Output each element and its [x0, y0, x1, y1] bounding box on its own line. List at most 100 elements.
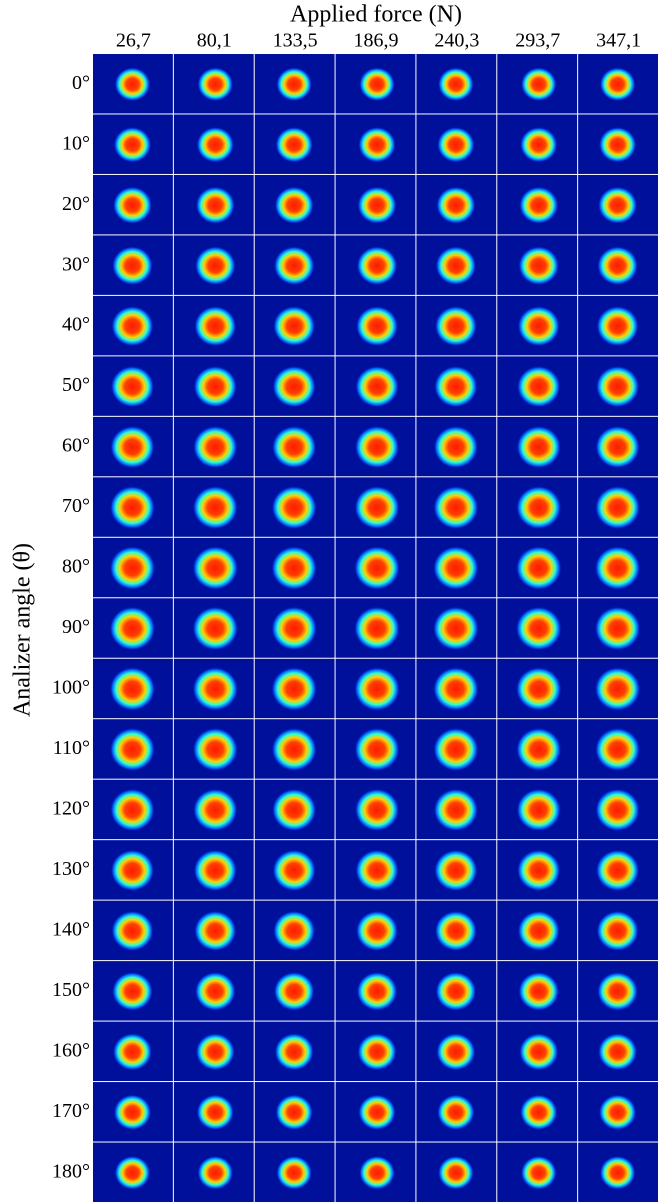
image-cell [336, 477, 416, 536]
image-cell [93, 175, 173, 234]
intensity-spot [596, 306, 638, 346]
intensity-spot [196, 186, 235, 223]
intensity-spot [595, 789, 640, 832]
intensity-spot [433, 486, 478, 529]
intensity-spot [437, 1094, 475, 1130]
intensity-spot [272, 850, 316, 892]
image-cell [174, 114, 254, 173]
intensity-spot [355, 789, 400, 832]
intensity-spot [357, 186, 396, 223]
intensity-spot [520, 1094, 558, 1130]
intensity-spot [434, 789, 479, 832]
image-cell [497, 477, 577, 536]
intensity-spot [194, 306, 236, 346]
image-cell [497, 296, 577, 355]
intensity-spot [354, 607, 400, 651]
row-label: 150° [52, 979, 90, 1001]
image-cell [255, 356, 335, 415]
image-cell [255, 840, 335, 899]
image-cell [174, 961, 254, 1020]
intensity-spot [274, 186, 313, 223]
image-cell [336, 840, 416, 899]
image-cell [578, 598, 658, 657]
intensity-spot [355, 366, 399, 408]
image-cell [174, 659, 254, 718]
row-label: 100° [52, 677, 90, 699]
image-cell [497, 961, 577, 1020]
image-cell [93, 356, 173, 415]
intensity-spot [357, 972, 398, 1011]
image-cell [578, 1082, 658, 1141]
intensity-spot [433, 728, 478, 771]
intensity-spot [114, 1156, 150, 1190]
intensity-spot [516, 667, 562, 711]
image-cell [93, 114, 173, 173]
image-cell [497, 538, 577, 597]
image-cell [255, 54, 335, 113]
column-label: 293,7 [515, 30, 560, 52]
image-cell [336, 1082, 416, 1141]
image-cell [174, 235, 254, 294]
image-cell [497, 780, 577, 839]
intensity-spot [359, 67, 395, 101]
intensity-spot [354, 728, 399, 771]
intensity-spot [433, 546, 479, 590]
image-cell [93, 901, 173, 960]
intensity-spot [355, 426, 400, 469]
intensity-spot [111, 850, 155, 892]
intensity-spot [271, 728, 316, 771]
intensity-spot [433, 667, 479, 711]
image-cell [497, 1143, 577, 1202]
intensity-spot [356, 306, 398, 346]
intensity-spot [521, 1156, 557, 1190]
intensity-spot [275, 127, 313, 163]
intensity-spot [276, 67, 312, 101]
intensity-spot [434, 426, 479, 469]
row-label: 70° [62, 495, 90, 517]
intensity-spot [196, 1033, 235, 1070]
image-cell [416, 1143, 496, 1202]
y-axis-label: Analizer angle (θ) [10, 543, 36, 717]
image-cell [255, 296, 335, 355]
image-cell [416, 961, 496, 1020]
image-grid [93, 54, 658, 1202]
intensity-spot [598, 1033, 637, 1070]
intensity-spot [516, 426, 561, 469]
row-label: 180° [52, 1160, 90, 1182]
intensity-spot [435, 306, 477, 346]
intensity-spot [113, 1033, 152, 1070]
image-cell [93, 840, 173, 899]
intensity-spot [596, 911, 638, 951]
intensity-spot [273, 306, 315, 346]
row-label: 60° [62, 435, 90, 457]
image-cell [578, 477, 658, 536]
image-cell [93, 598, 173, 657]
intensity-spot [271, 667, 317, 711]
image-cell [336, 296, 416, 355]
image-cell [93, 1082, 173, 1141]
intensity-spot [354, 546, 400, 590]
intensity-spot [438, 67, 474, 101]
image-cell [255, 417, 335, 476]
row-label: 130° [52, 858, 90, 880]
intensity-spot [193, 486, 238, 529]
image-cell [416, 1022, 496, 1081]
image-cell [497, 901, 577, 960]
image-cell [416, 598, 496, 657]
intensity-spot [110, 486, 155, 529]
image-cell [93, 1143, 173, 1202]
row-label: 140° [52, 918, 90, 940]
row-label: 10° [62, 132, 90, 154]
image-cell [336, 54, 416, 113]
intensity-spot [272, 426, 317, 469]
intensity-spot [272, 366, 316, 408]
intensity-spot [275, 1094, 313, 1130]
image-cell [336, 538, 416, 597]
intensity-spot [193, 850, 237, 892]
image-cell [174, 417, 254, 476]
intensity-spot [110, 426, 155, 469]
intensity-spot [112, 972, 153, 1011]
image-cell [416, 659, 496, 718]
image-cell [93, 417, 173, 476]
intensity-spot [114, 67, 150, 101]
